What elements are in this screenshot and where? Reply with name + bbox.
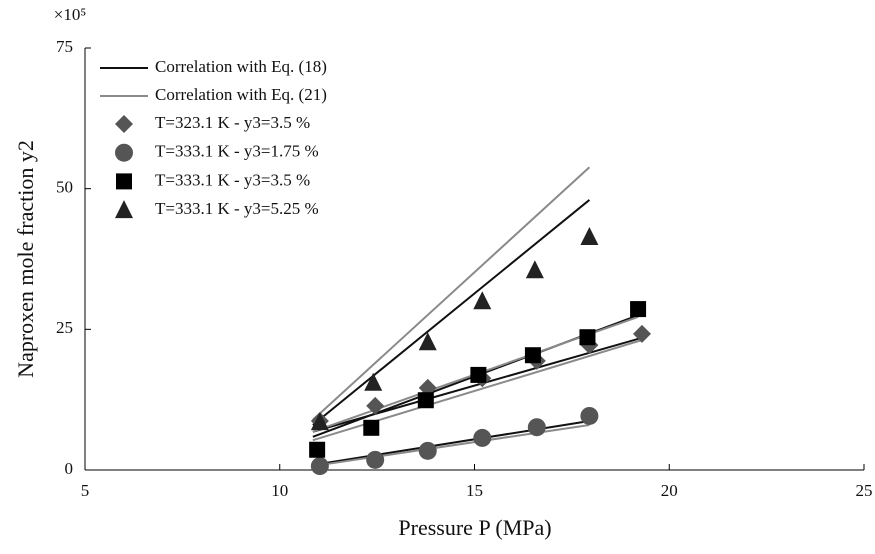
marker (366, 450, 385, 469)
y-multiplier: ×10⁵ (54, 5, 87, 24)
marker (470, 366, 487, 383)
y-tick-label: 75 (56, 37, 73, 56)
legend-label: T=333.1 K - y3=1.75 % (155, 142, 319, 161)
marker (418, 332, 437, 351)
marker (527, 418, 546, 437)
marker (473, 291, 492, 310)
legend-label: T=333.1 K - y3=3.5 % (155, 170, 310, 189)
marker (473, 428, 492, 447)
x-axis-label: Pressure P (MPa) (398, 515, 551, 540)
x-tick-label: 10 (271, 481, 288, 500)
marker (630, 301, 647, 318)
marker (309, 441, 326, 458)
y-tick-label: 25 (56, 318, 73, 337)
marker (580, 406, 599, 425)
correlation-line (312, 423, 590, 468)
legend-label: Correlation with Eq. (18) (155, 57, 327, 76)
marker (418, 441, 437, 460)
legend-marker (116, 173, 132, 190)
x-tick-label: 25 (856, 481, 873, 500)
legend-marker (115, 115, 133, 133)
legend-marker (115, 200, 133, 219)
y-tick-label: 50 (56, 178, 73, 197)
y-axis-label: Naproxen mole fraction y2 (13, 140, 38, 378)
marker (579, 329, 596, 346)
x-tick-label: 5 (81, 481, 90, 500)
marker (366, 396, 385, 415)
marker (417, 392, 434, 409)
marker (363, 419, 380, 436)
legend-marker (115, 143, 133, 162)
y-tick-label: 0 (65, 459, 74, 478)
legend-label: T=333.1 K - y3=5.25 % (155, 199, 319, 218)
legend-label: T=323.1 K - y3=3.5 % (155, 113, 310, 132)
marker (524, 347, 541, 364)
correlation-line (312, 336, 643, 433)
marker (310, 412, 329, 431)
marker (310, 457, 329, 476)
correlation-line (312, 199, 591, 426)
x-tick-label: 20 (661, 481, 678, 500)
marker (364, 372, 383, 391)
x-tick-label: 15 (466, 481, 483, 500)
marker (632, 324, 651, 343)
marker (580, 227, 599, 246)
legend-label: Correlation with Eq. (21) (155, 85, 327, 104)
correlation-line (312, 166, 591, 421)
correlation-line (312, 339, 643, 442)
marker (525, 260, 544, 279)
